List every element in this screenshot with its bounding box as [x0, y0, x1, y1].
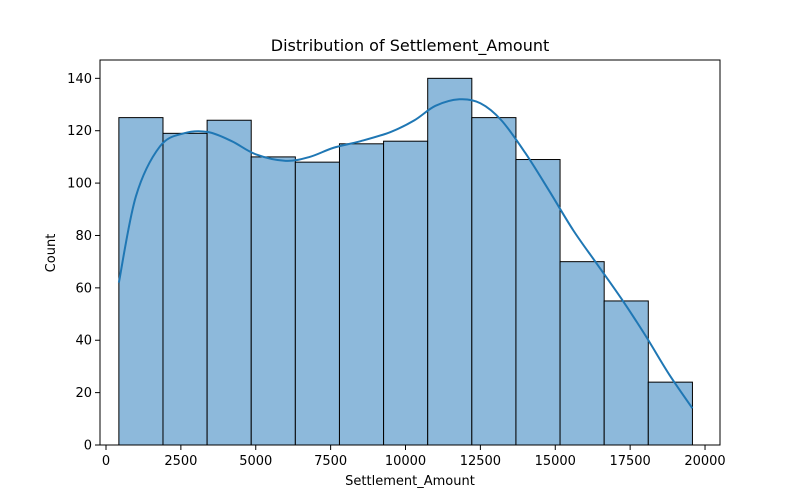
histogram-bar	[206, 119, 252, 446]
histogram-bar	[338, 143, 385, 446]
kde-layer	[117, 98, 694, 409]
histogram-bar	[427, 77, 473, 446]
x-tick-label: 5000	[239, 454, 272, 469]
x-tick-label: 15000	[535, 454, 576, 469]
histogram-bar	[294, 161, 340, 446]
x-axis-ticks: 0 2500 5000 7500 10000 12500 15000 17500 20000	[102, 445, 726, 469]
chart-title: Distribution of Settlement_Amount	[271, 36, 550, 56]
x-axis-label: Settlement_Amount	[345, 474, 475, 489]
histogram-bar	[383, 140, 429, 446]
x-tick-label: 0	[102, 454, 110, 469]
x-tick-label: 10000	[385, 454, 426, 469]
histogram-bar	[250, 156, 296, 446]
bars	[118, 77, 693, 446]
y-axis-ticks: 0 20 40 60 80 100 120 140	[67, 72, 100, 454]
y-tick-label: 100	[67, 177, 92, 192]
histogram-bar	[515, 159, 561, 446]
y-axis-label: Count	[44, 234, 59, 273]
histogram-bar	[471, 117, 517, 446]
histogram-bar	[647, 381, 693, 446]
y-tick-label: 60	[75, 281, 92, 296]
histogram-bar	[559, 261, 605, 446]
x-tick-label: 2500	[164, 454, 197, 469]
y-tick-label: 40	[75, 334, 92, 349]
plot-frame	[99, 59, 721, 446]
y-tick-label: 120	[67, 124, 92, 139]
histogram-bar	[118, 117, 164, 446]
x-tick-label: 12500	[460, 454, 501, 469]
x-tick-label: 20000	[684, 454, 725, 469]
histogram-bar	[603, 300, 649, 446]
x-tick-label: 17500	[609, 454, 650, 469]
y-tick-label: 80	[75, 229, 92, 244]
y-tick-label: 20	[75, 386, 92, 401]
kde-line	[117, 98, 694, 409]
y-tick-label: 0	[84, 439, 92, 454]
x-tick-label: 7500	[314, 454, 347, 469]
histogram-bar	[162, 132, 208, 446]
y-tick-label: 140	[67, 72, 92, 87]
